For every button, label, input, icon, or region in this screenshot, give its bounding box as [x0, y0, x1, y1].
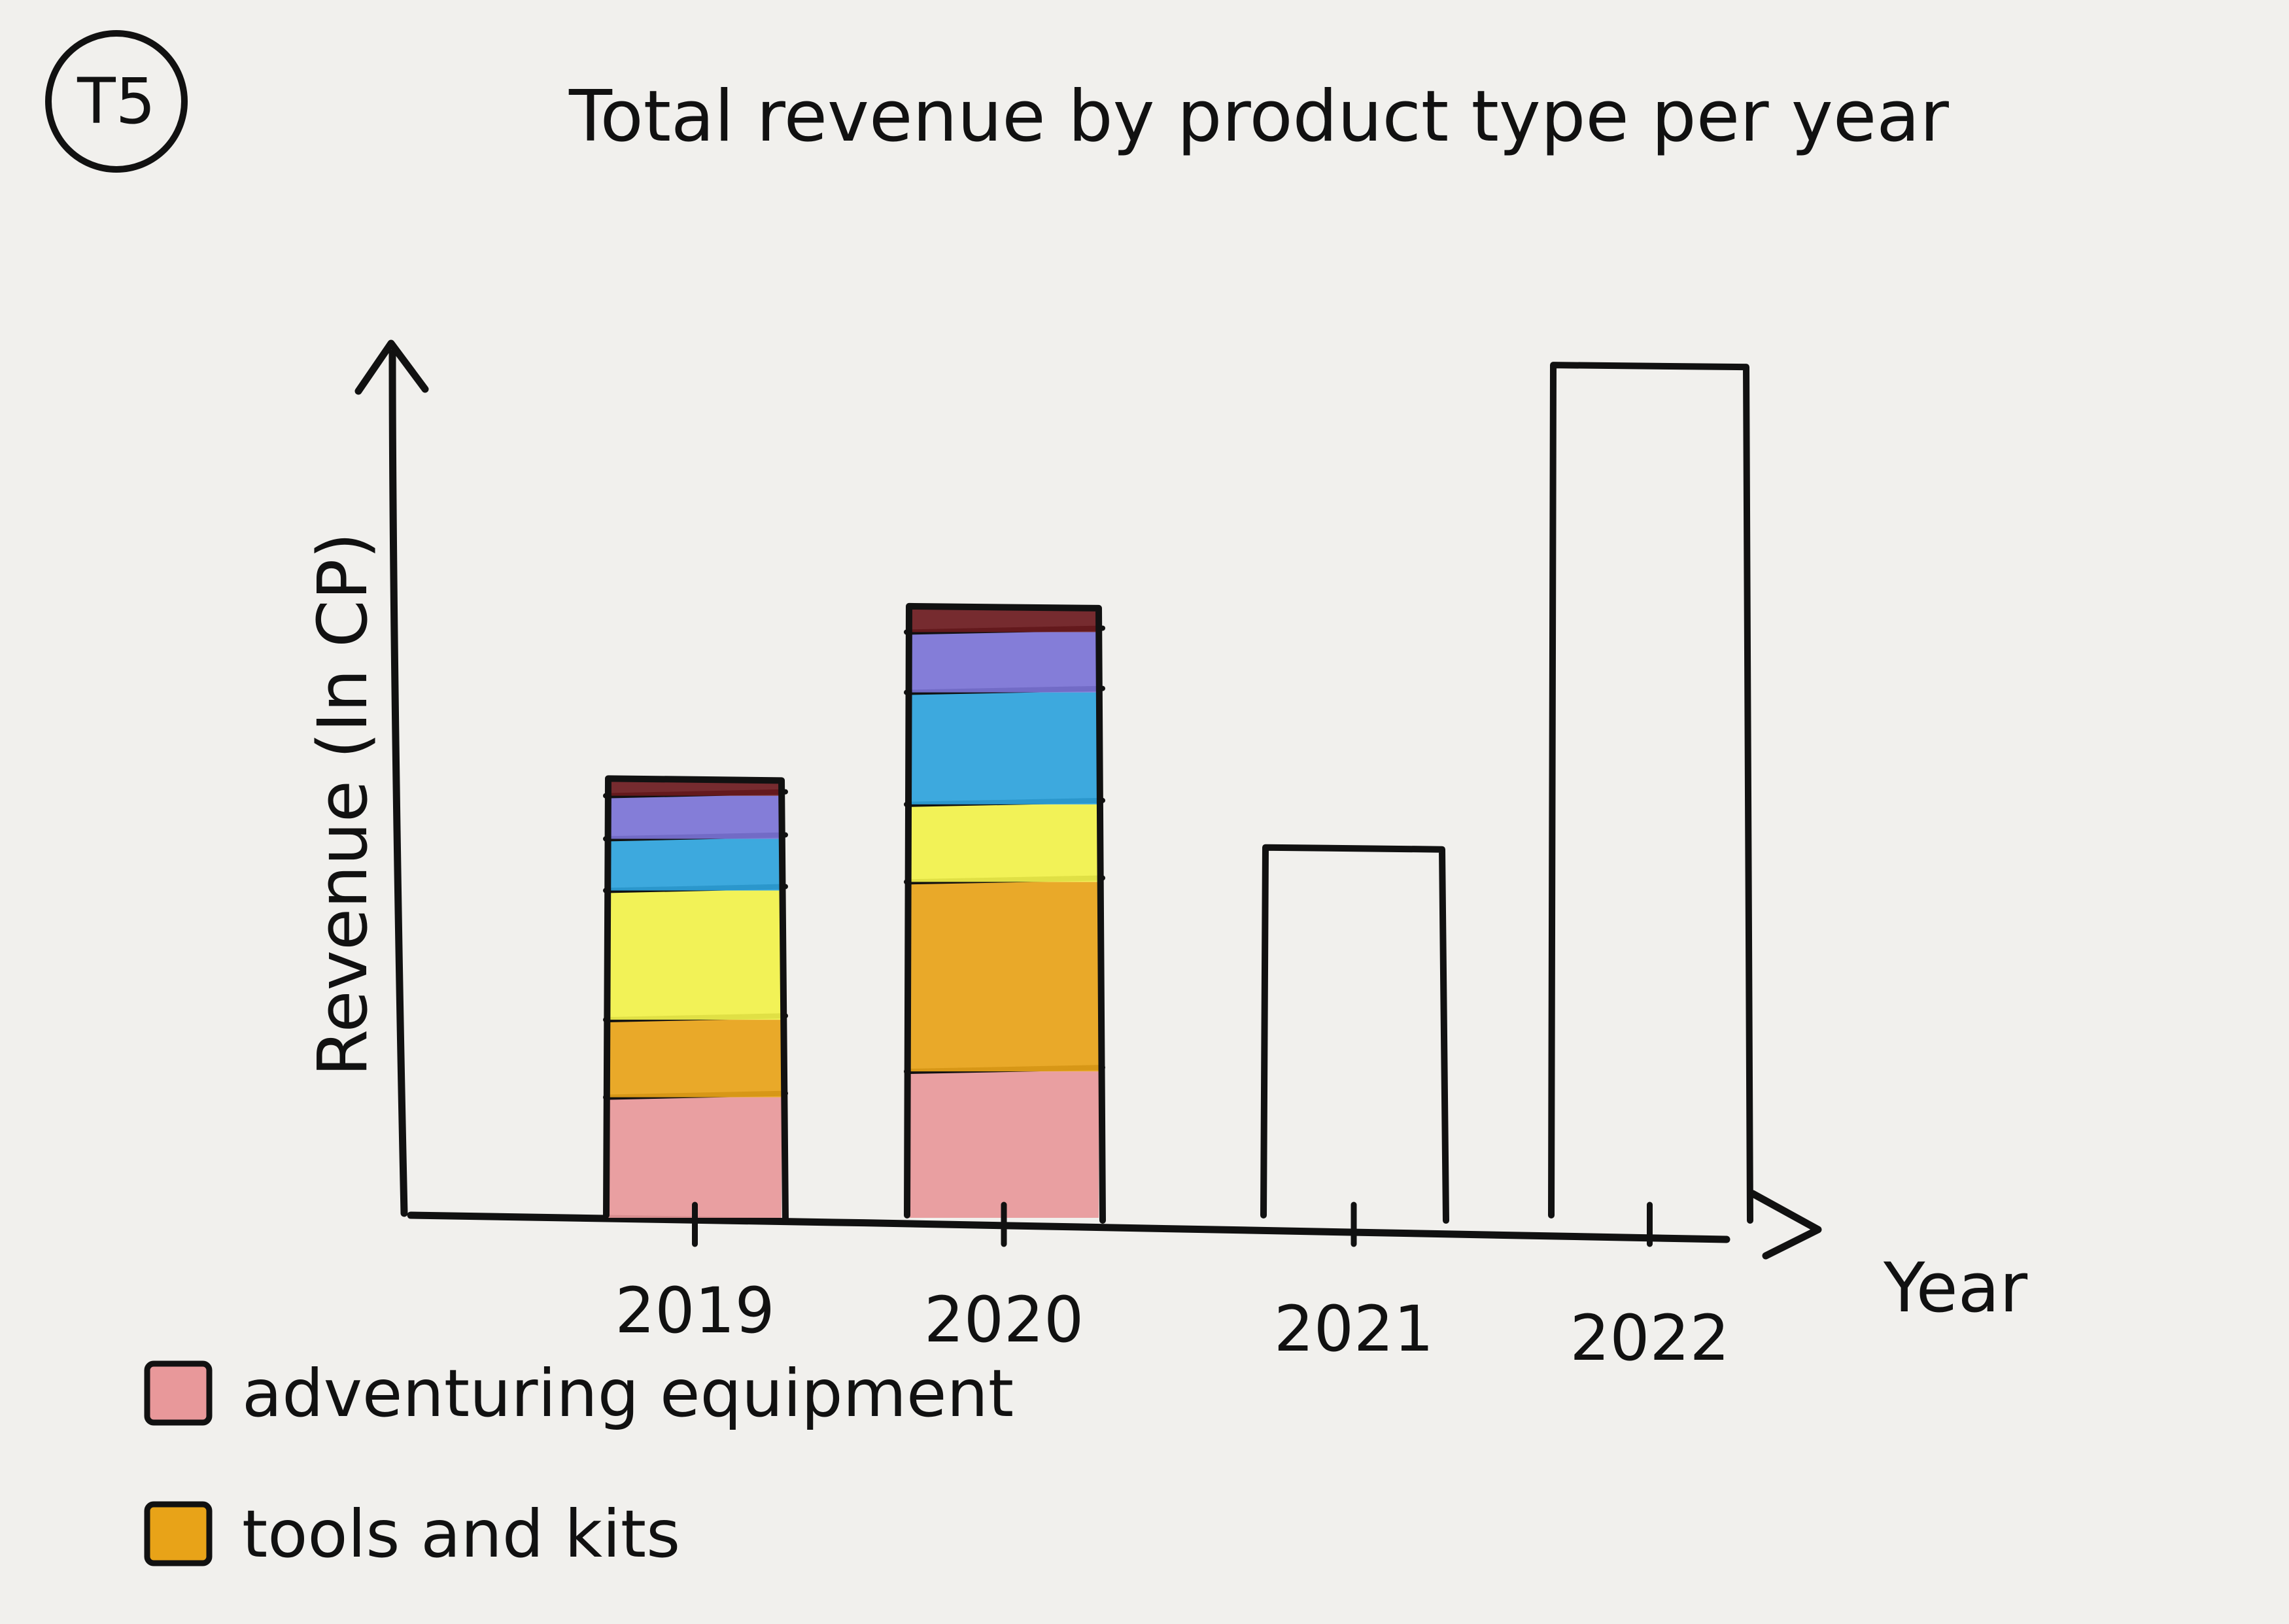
chart-title: Total revenue by product type per year — [568, 76, 1949, 158]
legend-label-0: adventuring equipment — [242, 1355, 1014, 1432]
bar-outline-2020 — [904, 602, 1106, 1224]
y-axis-arrow — [354, 339, 429, 395]
bar-segment-2019-4 — [608, 795, 782, 839]
legend: adventuring equipment tools and kits — [144, 1355, 1014, 1572]
x-tick-label-2020: 2020 — [924, 1283, 1084, 1356]
bar-segment-2020-0 — [909, 1071, 1099, 1218]
bars-group — [603, 362, 1753, 1224]
legend-swatch-1 — [144, 1501, 213, 1566]
legend-label-1: tools and kits — [242, 1496, 680, 1572]
bar-outline-2019 — [603, 775, 789, 1224]
badge-label: T5 — [77, 65, 156, 138]
badge-circle — [45, 30, 188, 173]
y-axis-line — [388, 349, 408, 1217]
y-axis-label: Revenue (In CP) — [303, 532, 383, 1077]
x-axis-arrow — [1749, 1190, 1822, 1260]
bar-segment-2020-3 — [909, 692, 1099, 804]
legend-swatch-0 — [144, 1360, 213, 1426]
bar-segment-2020-4 — [909, 632, 1099, 693]
x-tick-label-2022: 2022 — [1570, 1302, 1729, 1375]
bar-segment-2019-2 — [608, 890, 782, 1020]
bar-outline-2022 — [1548, 362, 1753, 1224]
bar-segment-2020-2 — [909, 804, 1099, 882]
bar-segment-2020-1 — [909, 882, 1099, 1072]
bar-segment-2019-3 — [608, 838, 782, 891]
x-tick-label-2019: 2019 — [615, 1274, 774, 1347]
x-tick-label-2021: 2021 — [1274, 1292, 1434, 1366]
bar-segment-2019-0 — [608, 1097, 782, 1218]
x-axis-line — [407, 1211, 1730, 1243]
bar-outline-2021 — [1260, 844, 1449, 1224]
x-axis-label: Year — [1883, 1248, 2027, 1328]
badge: T5 — [45, 30, 188, 173]
bar-segment-2019-1 — [608, 1020, 782, 1097]
x-ticks-group: 2019 2020 2021 2022 — [615, 1201, 1730, 1375]
